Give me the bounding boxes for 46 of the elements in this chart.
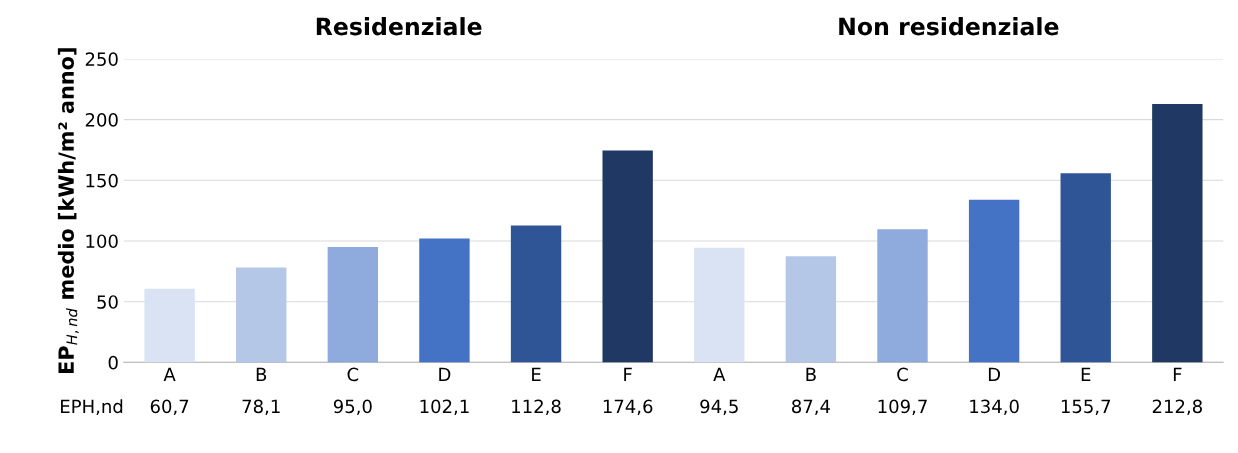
data-label: 155,7 <box>1061 399 1111 416</box>
data-label: 94,5 <box>700 399 738 416</box>
x-tick-label: E <box>1081 367 1091 381</box>
data-label: 134,0 <box>970 399 1019 416</box>
x-tick-label: D <box>988 367 1000 381</box>
data-label: 112,8 <box>512 399 561 416</box>
x-tick-label: C <box>347 367 359 382</box>
x-tick-label: B <box>256 367 267 381</box>
data-label: 174,6 <box>603 399 653 416</box>
data-label: 102,1 <box>420 399 469 416</box>
x-tick-label: A <box>163 367 176 381</box>
x-tick-label: E <box>532 367 541 381</box>
bar <box>510 225 562 363</box>
text: Residenziale <box>316 17 482 36</box>
y-tick-label: 50 <box>97 295 118 309</box>
data-label: 212,8 <box>1152 399 1202 416</box>
x-tick-label: F <box>1173 367 1182 381</box>
y-axis-title: EP$_{H,nd}$ medio [kWh/m² anno] <box>57 48 79 373</box>
bar <box>327 247 379 363</box>
bar <box>144 288 195 363</box>
bar <box>236 267 287 363</box>
bar <box>785 256 837 363</box>
bar <box>602 150 653 363</box>
y-tick-label: 0 <box>108 355 118 370</box>
bar <box>419 238 470 363</box>
x-tick-label: B <box>806 367 816 381</box>
x-tick-label: D <box>439 367 451 381</box>
bar <box>968 199 1020 363</box>
data-label: 87,4 <box>792 399 830 416</box>
x-tick-label: A <box>713 367 726 381</box>
bar <box>694 247 745 363</box>
bar <box>1152 104 1203 363</box>
data-label: 95,0 <box>333 399 372 416</box>
bar <box>877 229 928 363</box>
data-label: 60,7 <box>150 399 189 416</box>
data-label: 78,1 <box>242 399 280 416</box>
y-tick-label: 250 <box>85 52 118 67</box>
y-tick-label: 200 <box>85 113 118 127</box>
bar <box>1060 173 1111 363</box>
text: Non residenziale <box>839 17 1059 36</box>
text: EPH,nd <box>61 399 123 416</box>
y-tick-label: 150 <box>86 173 118 188</box>
x-tick-label: F <box>624 367 632 381</box>
data-label: 109,7 <box>878 399 927 416</box>
y-tick-label: 100 <box>86 234 118 249</box>
x-tick-label: C <box>897 367 908 382</box>
